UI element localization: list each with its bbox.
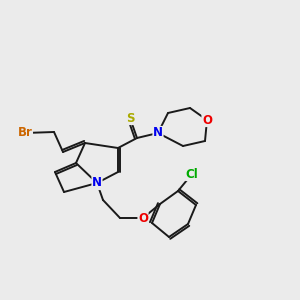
Text: S: S xyxy=(126,112,134,124)
Text: O: O xyxy=(202,113,212,127)
Text: Cl: Cl xyxy=(186,167,198,181)
Text: Br: Br xyxy=(18,127,32,140)
Text: N: N xyxy=(153,127,163,140)
Text: O: O xyxy=(138,212,148,224)
Text: N: N xyxy=(92,176,102,190)
